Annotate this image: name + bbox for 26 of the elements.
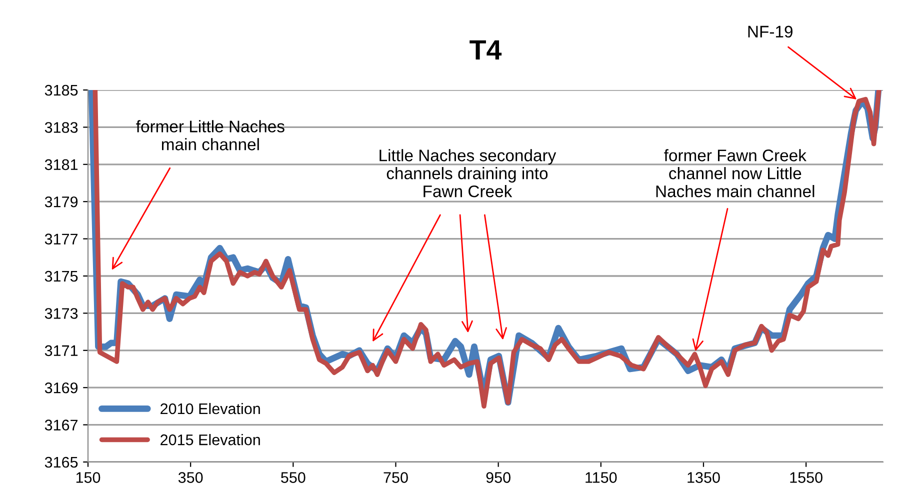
y-tick-label: 3181 xyxy=(44,159,78,170)
y-tick-label: 3169 xyxy=(44,382,78,394)
y-tick-label: 3165 xyxy=(44,456,78,468)
annotation: NF-19 xyxy=(748,26,792,38)
annotation: former Little Naches main channel xyxy=(136,120,284,150)
x-tick-label: 1150 xyxy=(586,472,617,483)
x-tick-label: 750 xyxy=(384,472,408,483)
x-tick-label: 950 xyxy=(486,472,510,483)
y-tick-label: 3185 xyxy=(44,84,78,96)
x-tick-label: 150 xyxy=(76,472,100,483)
legend-label: 2015 Elevation xyxy=(160,434,260,446)
y-tick-label: 3173 xyxy=(44,308,78,319)
chart-title: T4 xyxy=(470,40,502,60)
annotation: Little Naches secondary channels draining into Fawn Creek xyxy=(380,149,556,198)
y-tick-label: 3177 xyxy=(44,234,78,244)
x-tick-label: 1550 xyxy=(790,472,822,483)
x-tick-label: 350 xyxy=(178,472,203,483)
x-tick-label: 1350 xyxy=(688,472,720,483)
legend-label: 2010 Elevation xyxy=(160,402,260,414)
y-tick-label: 3175 xyxy=(44,270,78,282)
annotation: former Fawn Creek channel now Little Naches main channel xyxy=(656,149,814,198)
y-tick-label: 3183 xyxy=(44,122,78,133)
y-tick-label: 3167 xyxy=(44,420,78,430)
y-tick-label: 3179 xyxy=(44,196,78,208)
x-tick-label: 550 xyxy=(281,472,306,483)
y-tick-label: 3171 xyxy=(44,345,78,356)
